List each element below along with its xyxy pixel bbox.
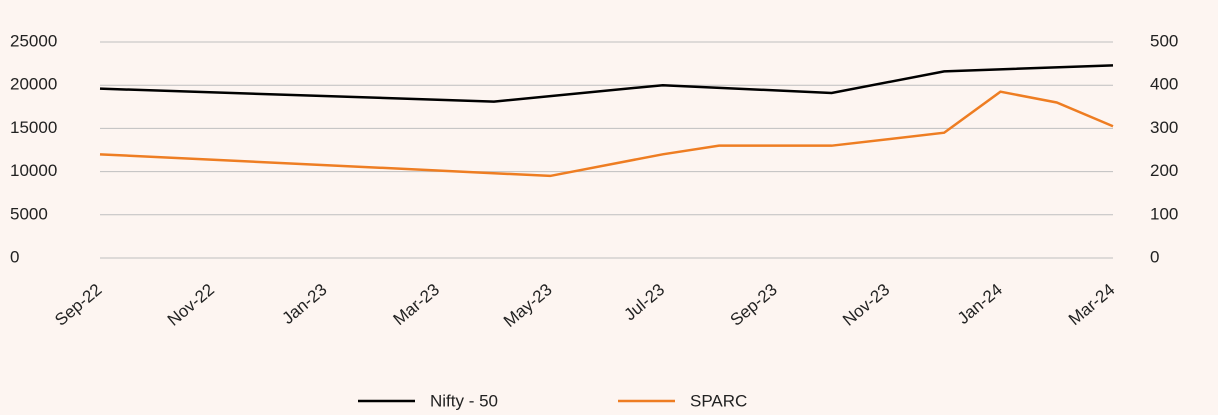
legend-label: SPARC — [690, 391, 747, 410]
y-tick-label: 20000 — [10, 75, 57, 94]
x-tick-label: Nov-22 — [164, 280, 218, 330]
y2-tick-label: 300 — [1150, 118, 1178, 137]
x-tick-label: Sep-23 — [727, 280, 781, 330]
x-tick-label: Jan-24 — [954, 280, 1006, 328]
legend-label: Nifty - 50 — [430, 391, 498, 410]
x-tick-label: Sep-22 — [51, 280, 105, 330]
series-line — [99, 90, 1114, 178]
y2-tick-label: 0 — [1150, 247, 1159, 266]
y-tick-label: 5000 — [10, 204, 48, 223]
x-tick-label: Mar-23 — [390, 280, 443, 329]
x-tick-label: Mar-24 — [1065, 280, 1118, 329]
y2-tick-label: 200 — [1150, 161, 1178, 180]
x-tick-label: Nov-23 — [839, 280, 893, 330]
series-line — [99, 64, 1114, 103]
y-tick-label: 0 — [10, 247, 19, 266]
y-tick-label: 25000 — [10, 31, 57, 50]
y2-tick-label: 400 — [1150, 75, 1178, 94]
y2-tick-label: 100 — [1150, 204, 1178, 223]
x-tick-label: Jan-23 — [279, 280, 331, 328]
y-tick-label: 15000 — [10, 118, 57, 137]
x-tick-label: May-23 — [500, 280, 556, 331]
x-tick-label: Jul-23 — [621, 280, 669, 324]
y2-tick-label: 500 — [1150, 31, 1178, 50]
y-tick-label: 10000 — [10, 161, 57, 180]
